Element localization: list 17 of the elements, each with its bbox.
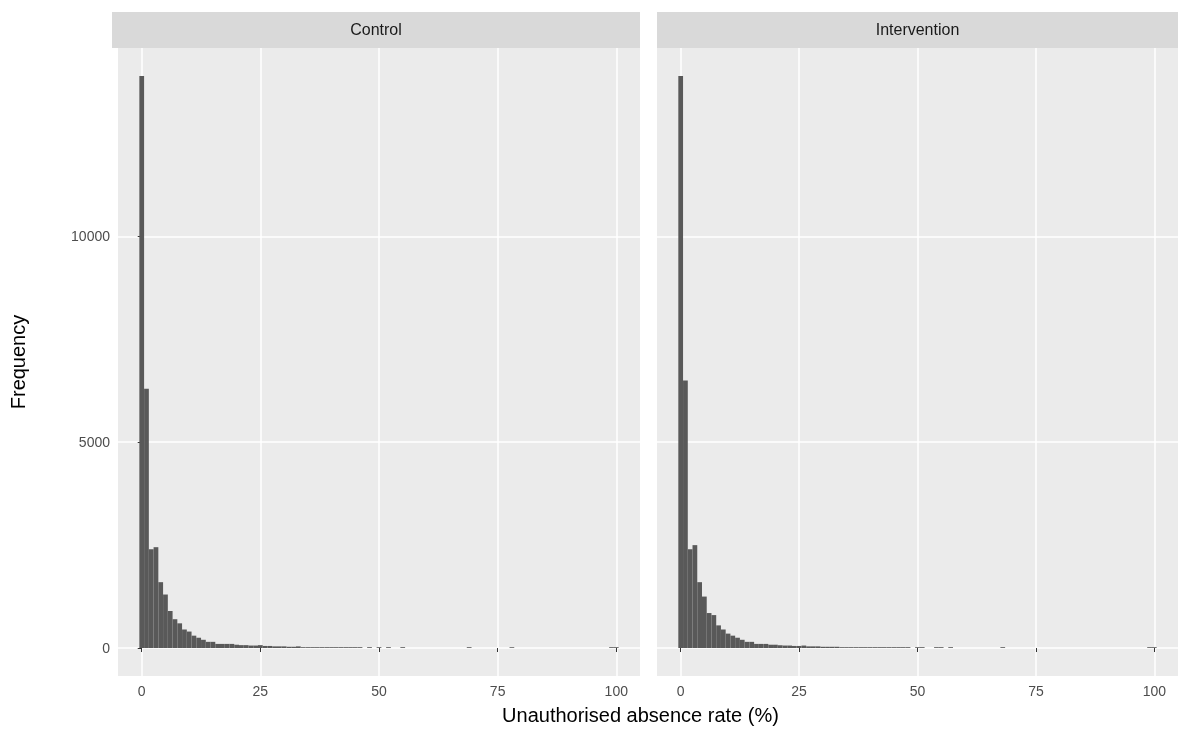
- x-axis-title: Unauthorised absence rate (%): [501, 704, 780, 727]
- x-tick-label: 25: [791, 683, 808, 699]
- x-tick-label: 50: [371, 683, 387, 699]
- x-tick-label: 50: [909, 683, 926, 699]
- x-tick-label: 100: [1142, 683, 1167, 699]
- chart-title: Intervention: [657, 12, 1178, 48]
- x-tick-label: 75: [489, 683, 506, 699]
- x-tick-label: 25: [252, 683, 269, 699]
- y-tick-label: 5000: [78, 434, 111, 451]
- chart-title: Control: [112, 12, 640, 48]
- y-tick-label: 0: [102, 640, 111, 657]
- x-tick-label: 100: [604, 683, 629, 699]
- y-tick-label: 10000: [71, 228, 111, 245]
- y-axis-title: Frequency: [7, 314, 29, 410]
- x-tick-label: 0: [137, 683, 146, 699]
- x-tick-label: 0: [676, 683, 685, 699]
- x-tick-label: 75: [1028, 683, 1044, 699]
